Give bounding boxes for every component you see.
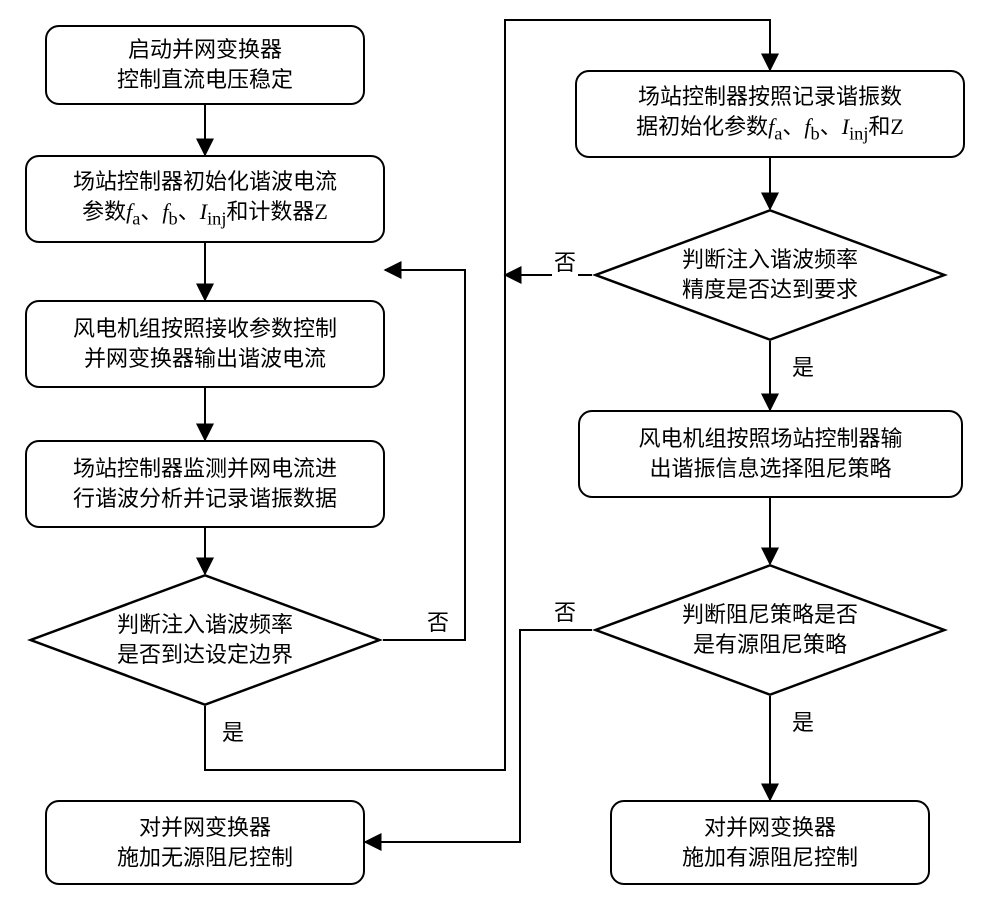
text-line: 施加无源阻尼控制: [117, 843, 293, 873]
decision-active-damping: [592, 564, 948, 696]
node-init-harmonic-params: 场站控制器初始化谐波电流 参数fa、fb、Iinj和计数器Z: [25, 155, 385, 243]
text-line: 场站控制器按照记录谐振数: [638, 82, 902, 112]
edge-d3-no: [365, 630, 592, 842]
text-line: 参数fa、fb、Iinj和计数器Z: [82, 197, 328, 231]
text-line: 场站控制器初始化谐波电流: [73, 167, 337, 197]
text-line: 对并网变换器: [139, 813, 271, 843]
text-line: 风电机组按照接收参数控制: [73, 314, 337, 344]
text-line: 启动并网变换器: [128, 35, 282, 65]
node-start-converter: 启动并网变换器 控制直流电压稳定: [45, 25, 365, 105]
text-line: 场站控制器监测并网电流进: [73, 454, 337, 484]
node-active-damping: 对并网变换器 施加有源阻尼控制: [610, 800, 930, 885]
text-line: 出谐振信息选择阻尼策略: [649, 454, 891, 484]
text-line: 并网变换器输出谐波电流: [84, 344, 326, 374]
decision-freq-boundary: [27, 574, 383, 706]
text-line: 据初始化参数fa、fb、Iinj和Z: [636, 112, 904, 146]
edge-label-no: 否: [425, 605, 451, 637]
edge-label-yes: 是: [790, 350, 816, 382]
text-line: 控制直流电压稳定: [117, 65, 293, 95]
text-line: 对并网变换器: [704, 813, 836, 843]
text-line: 行谐波分析并记录谐振数据: [73, 484, 337, 514]
edge-label-yes: 是: [220, 715, 246, 747]
node-passive-damping: 对并网变换器 施加无源阻尼控制: [45, 800, 365, 885]
node-turbine-output-harmonic: 风电机组按照接收参数控制 并网变换器输出谐波电流: [25, 300, 385, 388]
node-select-damping: 风电机组按照场站控制器输 出谐振信息选择阻尼策略: [578, 410, 963, 498]
edge-label-no: 否: [552, 245, 578, 277]
decision-precision: [592, 209, 948, 341]
edge-label-no: 否: [552, 595, 578, 627]
edge-label-yes: 是: [790, 705, 816, 737]
node-monitor-analyze: 场站控制器监测并网电流进 行谐波分析并记录谐振数据: [25, 440, 385, 528]
text-line: 施加有源阻尼控制: [682, 843, 858, 873]
node-reinit-from-record: 场站控制器按照记录谐振数 据初始化参数fa、fb、Iinj和Z: [575, 70, 965, 158]
edge-d1-no: [383, 270, 465, 640]
text-line: 风电机组按照场站控制器输: [638, 424, 902, 454]
